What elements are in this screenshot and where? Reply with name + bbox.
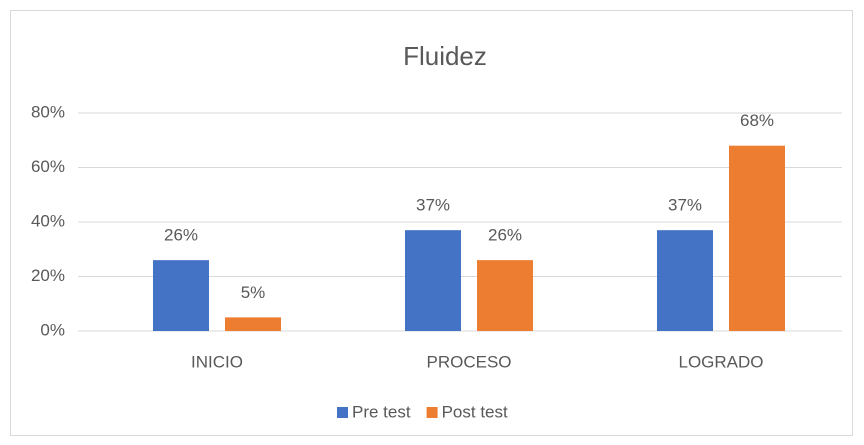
bar bbox=[225, 317, 281, 331]
data-label: 26% bbox=[164, 226, 198, 245]
data-label: 68% bbox=[740, 111, 774, 130]
data-label: 26% bbox=[488, 226, 522, 245]
y-tick-label: 20% bbox=[31, 266, 65, 285]
legend-swatch bbox=[426, 407, 438, 418]
data-label: 37% bbox=[668, 196, 702, 215]
y-tick-label: 80% bbox=[31, 102, 65, 121]
bar bbox=[153, 260, 209, 331]
bar bbox=[657, 230, 713, 331]
x-tick-label: INICIO bbox=[191, 352, 243, 371]
legend-label: Post test bbox=[442, 402, 508, 421]
x-tick-label: PROCESO bbox=[426, 352, 511, 371]
y-tick-label: 60% bbox=[31, 157, 65, 176]
bar bbox=[477, 260, 533, 331]
y-tick-label: 0% bbox=[40, 320, 65, 339]
y-tick-label: 40% bbox=[31, 211, 65, 230]
data-label: 5% bbox=[241, 283, 266, 302]
chart-title: Fluidez bbox=[403, 41, 487, 71]
x-tick-label: LOGRADO bbox=[678, 352, 763, 371]
bar bbox=[405, 230, 461, 331]
chart-border bbox=[10, 10, 853, 436]
data-label: 37% bbox=[416, 196, 450, 215]
legend-swatch bbox=[337, 407, 348, 418]
legend-label: Pre test bbox=[352, 402, 411, 421]
bar bbox=[729, 145, 785, 331]
